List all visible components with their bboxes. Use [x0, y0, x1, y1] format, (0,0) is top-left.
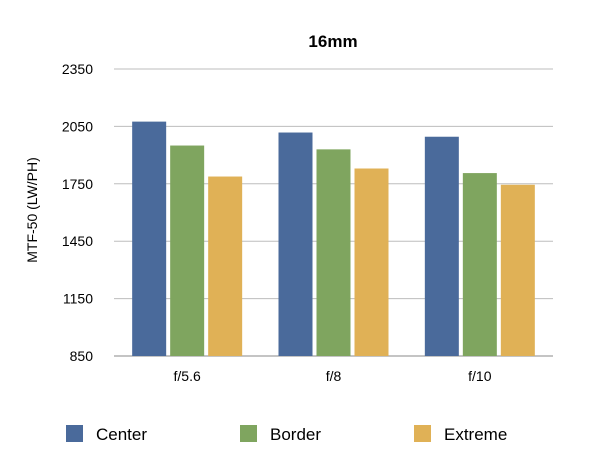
bar-border-f10 [462, 173, 497, 356]
x-tick-label: f/8 [326, 368, 342, 384]
bar-center-f56 [132, 121, 167, 356]
y-tick-label: 1450 [62, 233, 93, 249]
x-tick-label: f/10 [468, 368, 492, 384]
bar-center-f10 [424, 136, 459, 356]
bars [132, 121, 535, 356]
x-tick-labels: f/5.6 f/8 f/10 [174, 368, 492, 384]
y-tick-label: 1150 [63, 291, 93, 307]
chart-title: 16mm [308, 32, 357, 51]
bar-extreme-f56 [208, 176, 243, 356]
y-tick-label: 2350 [62, 61, 93, 77]
bar-extreme-f8 [354, 168, 389, 356]
legend-swatch-center [66, 425, 83, 442]
legend-label-border: Border [270, 425, 321, 444]
x-tick-label: f/5.6 [174, 368, 201, 384]
legend-swatch-extreme [414, 425, 431, 442]
bar-border-f56 [170, 145, 205, 356]
bar-center-f8 [278, 132, 313, 356]
legend: Center Border Extreme [66, 425, 507, 444]
y-tick-label: 850 [70, 348, 94, 364]
y-axis-label: MTF-50 (LW/PH) [24, 157, 40, 263]
y-tick-label: 1750 [62, 176, 93, 192]
y-tick-label: 2050 [62, 118, 93, 134]
y-tick-labels: 850 1150 1450 1750 2050 2350 [62, 61, 93, 364]
bar-border-f8 [316, 149, 351, 356]
legend-swatch-border [240, 425, 257, 442]
legend-label-extreme: Extreme [444, 425, 507, 444]
legend-label-center: Center [96, 425, 147, 444]
bar-extreme-f10 [500, 184, 535, 356]
